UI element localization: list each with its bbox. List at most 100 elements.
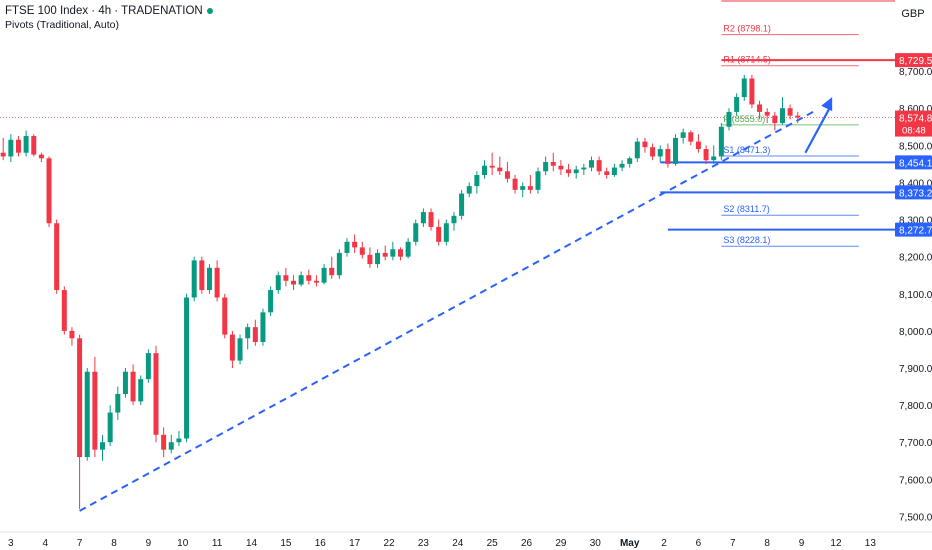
candle-body bbox=[573, 169, 579, 174]
candle-body bbox=[336, 252, 342, 276]
candle-body bbox=[504, 171, 510, 179]
candle-body bbox=[61, 290, 67, 331]
level-badge-label: 8,373.2 bbox=[899, 188, 932, 199]
indicator-legend[interactable]: Pivots (Traditional, Auto) bbox=[5, 19, 119, 31]
candle-body bbox=[199, 260, 205, 291]
price-badge bbox=[895, 110, 932, 137]
candle-body bbox=[382, 252, 388, 257]
candle-body bbox=[229, 334, 235, 361]
candle-body bbox=[734, 97, 740, 112]
candle-body bbox=[718, 126, 724, 157]
candle-body bbox=[588, 160, 594, 168]
candle-body bbox=[688, 132, 694, 142]
candle-body bbox=[764, 111, 770, 116]
candle-body bbox=[38, 154, 44, 159]
candle-body bbox=[489, 165, 495, 168]
candle-body bbox=[413, 223, 419, 242]
candle-body bbox=[344, 241, 350, 253]
candle-body bbox=[619, 163, 625, 168]
arrow-head-icon[interactable] bbox=[821, 97, 833, 112]
candle-body bbox=[795, 115, 801, 118]
x-tick-label: 13 bbox=[865, 538, 877, 549]
candle-body bbox=[436, 226, 442, 242]
x-tick-label: 2 bbox=[661, 538, 667, 549]
x-tick-label: 14 bbox=[246, 538, 258, 549]
y-tick-label: 8,300.0 bbox=[899, 216, 932, 227]
candle-body bbox=[757, 104, 763, 112]
level-badge bbox=[895, 185, 932, 200]
candle-body bbox=[680, 132, 686, 138]
candle-body bbox=[642, 141, 648, 148]
candle-body bbox=[46, 158, 52, 224]
candle-body bbox=[397, 249, 403, 257]
candle-body bbox=[92, 371, 98, 450]
x-tick-label: 10 bbox=[177, 538, 189, 549]
candle-body bbox=[535, 171, 541, 190]
candle-body bbox=[703, 149, 709, 161]
candle-body bbox=[375, 252, 381, 265]
candle-body bbox=[77, 338, 83, 458]
pivot-label-p: P (8555.0) bbox=[723, 114, 765, 124]
candle-body bbox=[268, 290, 274, 313]
candle-body bbox=[772, 115, 778, 124]
price-axis[interactable] bbox=[895, 0, 932, 550]
candle-body bbox=[405, 241, 411, 257]
x-tick-label: 26 bbox=[521, 538, 533, 549]
x-tick-label: 8 bbox=[764, 538, 770, 549]
candle-body bbox=[153, 353, 159, 435]
x-tick-label: 17 bbox=[349, 538, 361, 549]
y-tick-label: 8,200.0 bbox=[899, 253, 932, 264]
candle-body bbox=[673, 137, 679, 164]
candle-body bbox=[184, 297, 190, 439]
x-tick-label: 24 bbox=[452, 538, 464, 549]
candle-body bbox=[420, 212, 426, 224]
candle-body bbox=[459, 193, 465, 216]
pivot-label-s1: S1 (8471.3) bbox=[723, 145, 770, 155]
candle-body bbox=[596, 160, 602, 172]
candle-body bbox=[711, 156, 717, 161]
candle-body bbox=[54, 223, 60, 291]
x-tick-label: 16 bbox=[315, 538, 327, 549]
pivot-layer: R2 (8798.1)R1 (8714.5)P (8555.0)S1 (8471… bbox=[0, 0, 895, 247]
y-tick-label: 8,700.0 bbox=[899, 67, 932, 78]
candle-body bbox=[84, 371, 90, 458]
arrow-shaft[interactable] bbox=[804, 106, 832, 154]
y-tick-label: 8,600.0 bbox=[899, 104, 932, 115]
candle-body bbox=[176, 438, 182, 443]
symbol-title-text: FTSE 100 Index · 4h · TRADENATION bbox=[5, 5, 203, 17]
x-tick-label: 12 bbox=[830, 538, 842, 549]
x-tick-label: 23 bbox=[418, 538, 430, 549]
candle-body bbox=[779, 108, 785, 124]
x-tick-label: 7 bbox=[77, 538, 83, 549]
candle-body bbox=[291, 280, 297, 285]
candle-body bbox=[206, 267, 212, 291]
candle-body bbox=[191, 260, 197, 298]
x-tick-label: May bbox=[620, 538, 640, 549]
y-tick-label: 7,900.0 bbox=[899, 364, 932, 375]
y-tick-label: 8,000.0 bbox=[899, 327, 932, 338]
candle-body bbox=[245, 327, 251, 339]
candle-body bbox=[107, 412, 113, 443]
y-tick-label: 7,800.0 bbox=[899, 401, 932, 412]
candles-layer bbox=[0, 74, 801, 510]
candle-body bbox=[550, 162, 556, 166]
x-tick-label: 9 bbox=[146, 538, 152, 549]
candle-body bbox=[100, 442, 106, 450]
pivot-label-s3: S3 (8228.1) bbox=[723, 235, 770, 245]
x-tick-label: 22 bbox=[383, 538, 395, 549]
level-badge bbox=[895, 53, 932, 68]
candle-body bbox=[214, 267, 220, 298]
candle-body bbox=[611, 167, 617, 176]
trendline[interactable] bbox=[79, 111, 814, 512]
candle-body bbox=[252, 327, 258, 343]
x-tick-label: 6 bbox=[696, 538, 702, 549]
candle-body bbox=[604, 171, 610, 176]
candle-body bbox=[497, 167, 503, 172]
symbol-title[interactable]: FTSE 100 Index · 4h · TRADENATION bbox=[5, 5, 213, 17]
candle-body bbox=[558, 165, 564, 170]
candle-body bbox=[145, 353, 151, 380]
level-badge-label: 8,272.7 bbox=[899, 226, 932, 237]
bar-countdown: 08:48 bbox=[902, 126, 926, 137]
currency-label[interactable]: GBP bbox=[901, 8, 925, 20]
